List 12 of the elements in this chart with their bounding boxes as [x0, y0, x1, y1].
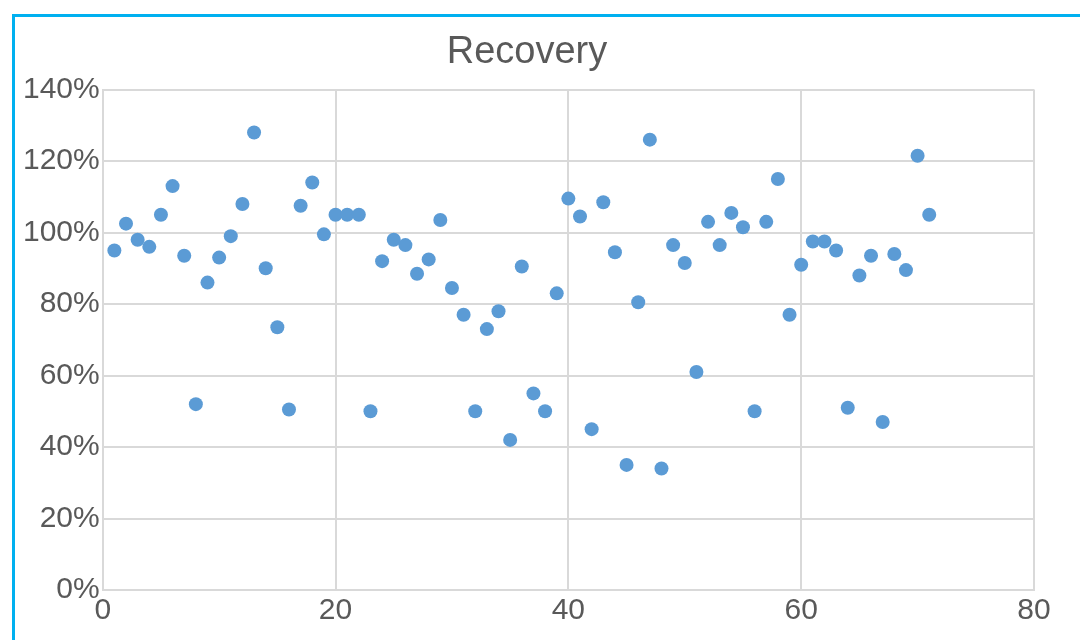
- y-tick-label: 80%: [39, 285, 100, 319]
- y-tick-label: 100%: [22, 213, 100, 247]
- x-tick-label: 60: [784, 592, 818, 626]
- y-tick-label: 40%: [39, 428, 100, 462]
- x-tick-label: 20: [318, 592, 353, 626]
- y-tick-label: 120%: [22, 142, 100, 176]
- y-tick-label: 60%: [39, 356, 100, 390]
- x-tick-label: 80: [1017, 592, 1051, 626]
- y-tick-label: 20%: [39, 499, 100, 533]
- x-tick-label: 40: [551, 592, 586, 626]
- y-tick-label: 140%: [22, 70, 100, 104]
- chart-title: Recovery: [446, 29, 608, 72]
